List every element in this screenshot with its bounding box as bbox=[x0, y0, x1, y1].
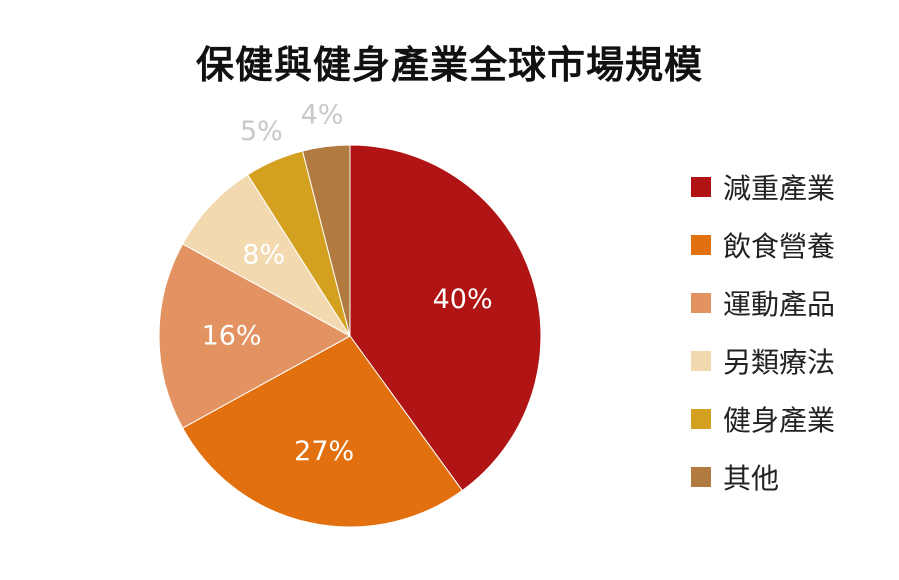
legend-label: 飲食營養 bbox=[723, 230, 836, 263]
chart-title: 保健與健身產業全球市場規模 bbox=[195, 43, 703, 87]
data-label: 27% bbox=[294, 436, 354, 467]
legend-label: 運動產品 bbox=[723, 288, 836, 321]
legend-item: 另類療法 bbox=[691, 342, 835, 380]
data-label: 5% bbox=[240, 116, 283, 147]
pie-slice bbox=[181, 335, 463, 528]
pie-slice bbox=[181, 174, 351, 337]
pie-slice bbox=[301, 144, 351, 337]
legend-item: 飲食營養 bbox=[691, 226, 835, 264]
legend-swatch bbox=[691, 409, 711, 429]
legend-item: 其他 bbox=[691, 458, 835, 496]
pie-slices bbox=[158, 144, 542, 528]
data-label: 16% bbox=[202, 321, 262, 352]
legend-swatch bbox=[691, 177, 711, 197]
legend-label: 另類療法 bbox=[723, 346, 836, 379]
legend: 減重產業 飲食營養 運動產品 另類療法 健身產業 其他 bbox=[691, 168, 835, 516]
legend-label: 健身產業 bbox=[723, 404, 836, 437]
legend-item: 健身產業 bbox=[691, 400, 835, 438]
legend-swatch bbox=[691, 467, 711, 487]
legend-swatch bbox=[691, 351, 711, 371]
data-label: 4% bbox=[301, 99, 344, 130]
pie-slice bbox=[158, 243, 352, 429]
legend-item: 減重產業 bbox=[691, 168, 835, 206]
data-label: 40% bbox=[433, 284, 493, 315]
pie-labels: 40% 27% 16% 8% 5% 4% bbox=[202, 99, 493, 467]
legend-label: 減重產業 bbox=[723, 172, 836, 205]
legend-label: 其他 bbox=[723, 462, 780, 495]
data-label: 8% bbox=[242, 239, 285, 270]
legend-swatch bbox=[691, 235, 711, 255]
pie-slice bbox=[349, 144, 542, 492]
legend-swatch bbox=[691, 293, 711, 313]
legend-item: 運動產品 bbox=[691, 284, 835, 322]
